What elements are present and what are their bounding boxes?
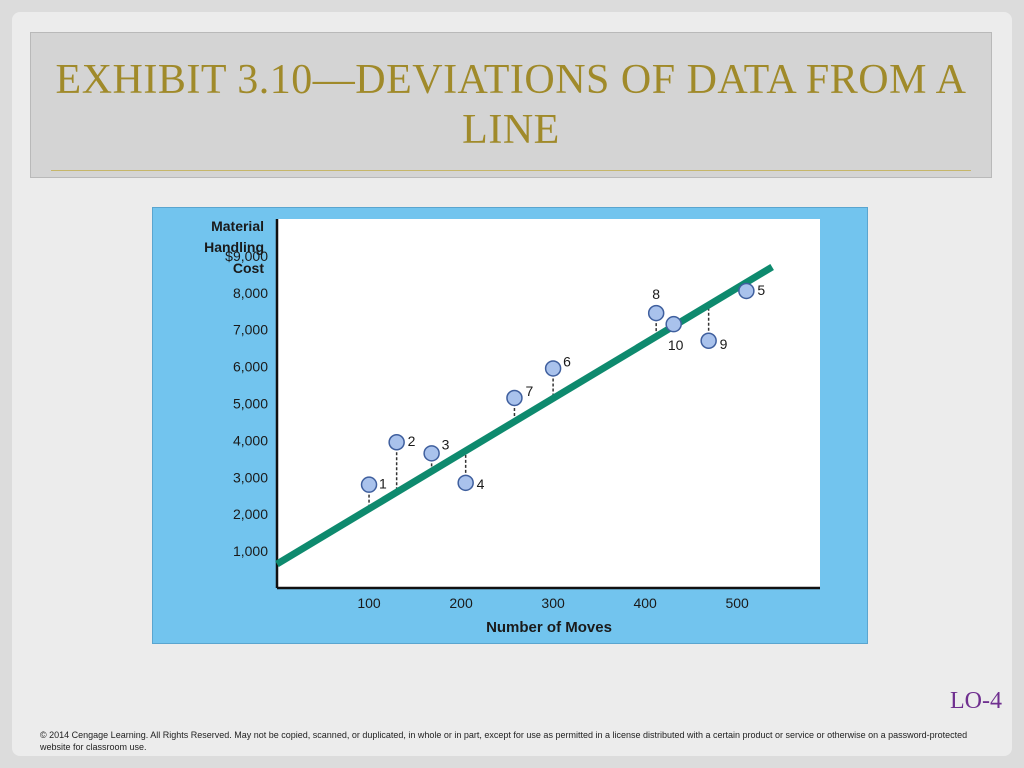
data-point (738, 282, 755, 300)
data-point-label: 6 (563, 353, 571, 369)
y-tick-label: 8,000 (233, 285, 268, 301)
y-tick-label: $9,000 (225, 248, 268, 264)
data-point-label: 5 (757, 282, 765, 298)
title-underline (51, 170, 971, 171)
data-point (457, 474, 474, 492)
data-point (700, 332, 717, 350)
data-point-label: 9 (720, 336, 728, 352)
y-axis-label-line: Cost (233, 260, 264, 276)
x-tick-label: 200 (449, 595, 473, 611)
regression-line (275, 263, 774, 568)
x-tick-label: 400 (633, 595, 657, 611)
data-point-label: 10 (668, 337, 684, 353)
scatter-chart: Material Handling Cost 1,000 2,000 3,000 4,000… (204, 218, 820, 636)
y-tick-label: 6,000 (233, 359, 268, 375)
x-tick-label: 100 (357, 595, 381, 611)
copyright-footer: © 2014 Cengage Learning. All Rights Rese… (40, 730, 968, 752)
title-box: EXHIBIT 3.10—DEVIATIONS OF DATA FROM A L… (30, 32, 992, 178)
x-tick-label: 500 (725, 595, 749, 611)
x-axis-label: Number of Moves (486, 619, 612, 636)
data-point-label: 3 (442, 436, 450, 452)
data-point-label: 1 (379, 476, 387, 492)
data-point-label: 7 (525, 383, 533, 399)
y-tick-label: 7,000 (233, 322, 268, 338)
learning-objective-tag: LO-4 (950, 688, 1002, 714)
data-point (360, 476, 378, 493)
data-point-label: 8 (652, 286, 660, 302)
data-point-label: 2 (408, 433, 416, 449)
y-tick-label: 4,000 (233, 432, 268, 448)
x-tick-label: 300 (541, 595, 565, 611)
data-point (506, 389, 523, 407)
slide-title: EXHIBIT 3.10—DEVIATIONS OF DATA FROM A L… (55, 57, 967, 153)
y-tick-label: 5,000 (233, 396, 268, 412)
y-axis-label-line: Material (211, 218, 264, 234)
data-point-label: 4 (477, 476, 485, 492)
y-axis-label-line: Handling (204, 239, 264, 255)
data-point (544, 360, 562, 377)
y-tick-label: 2,000 (233, 506, 268, 522)
data-point (423, 445, 440, 462)
data-point (388, 433, 405, 451)
y-tick-label: 1,000 (233, 543, 268, 559)
y-tick-label: 3,000 (233, 469, 268, 485)
data-point (665, 315, 682, 333)
data-point (647, 304, 665, 322)
